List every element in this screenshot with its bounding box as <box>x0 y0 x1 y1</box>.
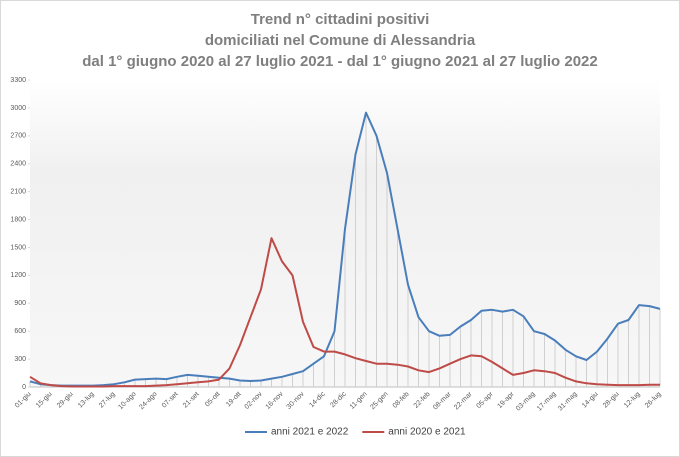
chart-title: domiciliati nel Comune di Alessandria <box>205 32 476 49</box>
y-tick-label: 2700 <box>10 133 26 140</box>
y-tick-label: 2400 <box>10 161 26 168</box>
y-tick-label: 1500 <box>10 244 26 251</box>
y-tick-label: 300 <box>14 356 26 363</box>
line-series <box>29 111 661 387</box>
y-tick-label: 3000 <box>10 105 26 112</box>
y-tick-label: 3300 <box>10 77 26 84</box>
y-tick-label: 1200 <box>10 272 26 279</box>
legend-label: anni 2021 e 2022 <box>271 427 349 438</box>
y-tick-label: 600 <box>14 328 26 335</box>
y-tick-label: 0 <box>22 384 26 391</box>
y-tick-label: 1800 <box>10 216 26 223</box>
chart-title: Trend n° cittadini positivi <box>251 11 430 28</box>
y-tick-label: 2100 <box>10 188 26 195</box>
chart-title: dal 1° giugno 2020 al 27 luglio 2021 - d… <box>82 53 598 70</box>
legend-label: anni 2020 e 2021 <box>388 427 466 438</box>
y-tick-label: 900 <box>14 300 26 307</box>
line-series <box>29 237 660 388</box>
